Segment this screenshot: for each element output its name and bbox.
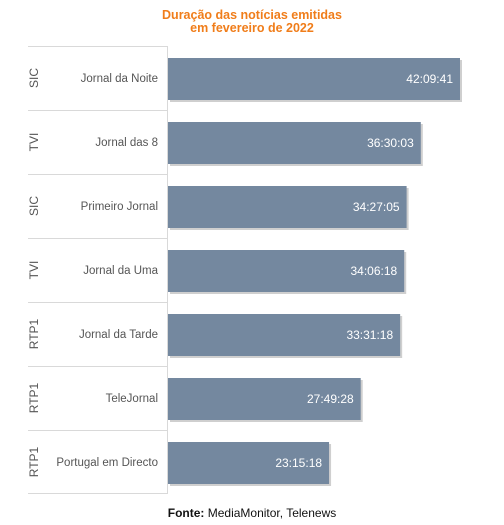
program-label: Jornal da Tarde (79, 329, 158, 341)
bar-value-label: 34:27:05 (353, 200, 400, 214)
bar-value-label: 23:15:18 (275, 456, 322, 470)
chart-title-block: Duração das notícias emitidas em feverei… (0, 9, 504, 35)
source-text: MediaMonitor, Telenews (204, 506, 337, 520)
program-label: Jornal da Uma (83, 265, 158, 277)
channel-label: SIC (27, 68, 41, 88)
source-label: Fonte: (167, 506, 205, 520)
chart-subtitle: em fevereiro de 2022 (190, 21, 314, 35)
bar-value-label: 34:06:18 (350, 264, 397, 278)
source-note: Fonte: MediaMonitor, Telenews (0, 506, 504, 520)
channel-label: RTP1 (27, 318, 41, 349)
channel-label: RTP1 (27, 382, 41, 413)
chart-title: Duração das notícias emitidas (162, 8, 342, 22)
program-label: TeleJornal (106, 393, 158, 405)
bar (168, 442, 330, 484)
bar-value-label: 42:09:41 (406, 72, 453, 86)
bar (168, 186, 407, 228)
bar (168, 250, 405, 292)
bar (168, 314, 401, 356)
bar-value-label: 27:49:28 (307, 392, 354, 406)
program-label: Primeiro Jornal (81, 201, 158, 213)
program-label: Jornal das 8 (95, 137, 158, 149)
bar-chart: SIC Jornal da Noite 42:09:41 TVI Jornal das … (27, 46, 462, 494)
bar-value-label: 33:31:18 (346, 328, 393, 342)
program-label: Portugal em Directo (56, 457, 158, 469)
bar-value-label: 36:30:03 (367, 136, 414, 150)
channel-label: TVI (27, 133, 41, 152)
channel-label: RTP1 (27, 446, 41, 477)
program-label: Jornal da Noite (81, 73, 158, 85)
channel-label: TVI (27, 261, 41, 280)
bar (168, 378, 361, 420)
bar (168, 122, 421, 164)
bar (168, 58, 460, 100)
channel-label: SIC (27, 196, 41, 216)
